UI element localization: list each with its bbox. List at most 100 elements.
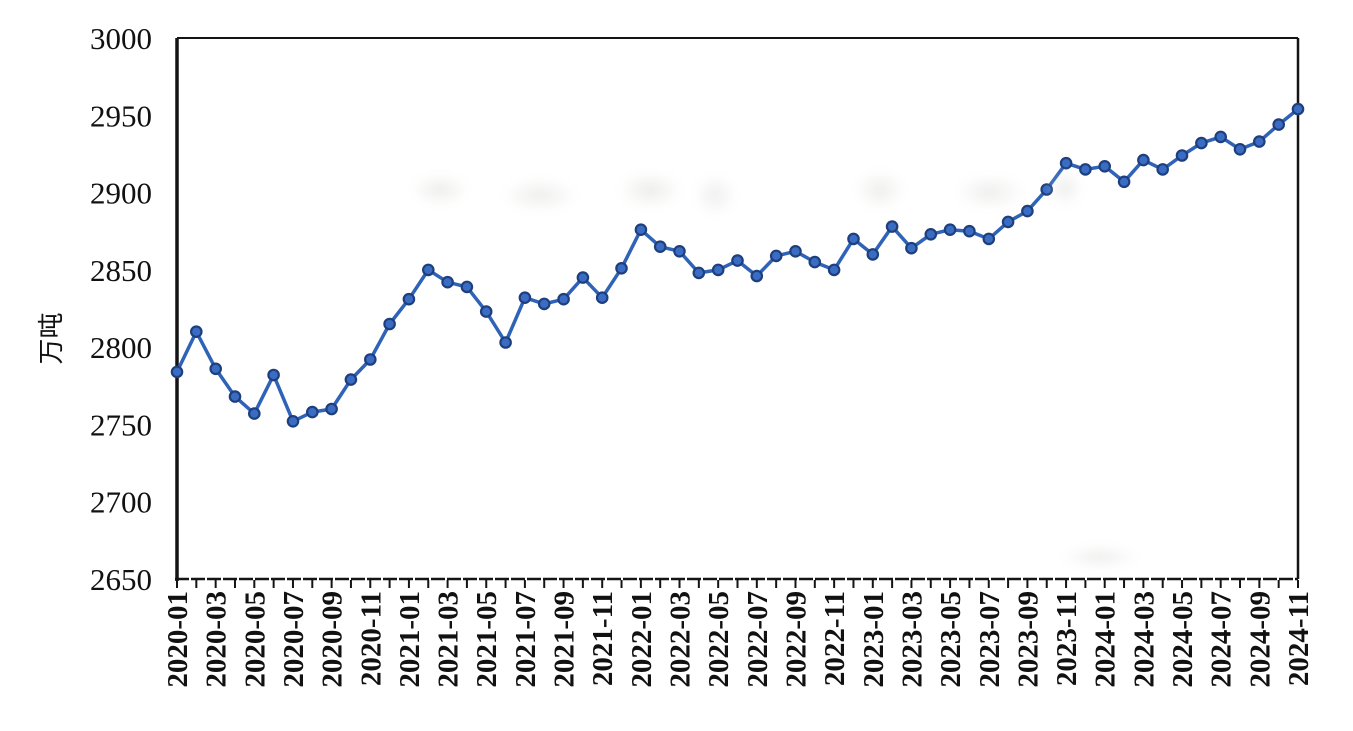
x-tick-label: 2024-11 [1283,591,1315,686]
data-point-marker [847,232,860,246]
data-point-marker [711,263,725,277]
data-point-marker [1098,160,1111,173]
x-tick-label: 2022-09 [780,591,812,688]
data-point-marker [866,248,880,261]
data-point-marker [615,261,628,275]
x-tick-label: 2020-11 [355,591,387,686]
data-point-marker [518,291,532,304]
data-point-marker [209,362,222,376]
data-point-marker [1021,204,1034,218]
x-tick-label: 2021-11 [587,591,619,686]
data-point-marker [1233,143,1247,156]
x-tick-label: 2023-11 [1051,591,1083,686]
data-point-marker [460,280,474,294]
data-point-marker [1137,153,1150,167]
data-point-marker [769,249,783,263]
data-point-marker [885,220,899,233]
x-tick-label: 2022-03 [665,591,697,688]
data-point-marker [634,223,648,236]
x-tick-label: 2024-01 [1090,591,1122,688]
data-point-marker [1291,102,1305,116]
data-point-marker [963,224,976,238]
data-point-marker [557,292,570,306]
data-point-marker [1195,136,1208,150]
data-point-marker [692,266,706,280]
data-point-marker [1040,183,1053,196]
data-point-marker [537,297,551,311]
x-tick-label: 2022-11 [819,591,851,686]
data-point-marker [1156,163,1169,176]
data-point-marker [982,232,996,246]
x-tick-label: 2020-01 [162,591,194,688]
data-point-marker [576,271,590,284]
data-point-marker [808,255,822,269]
data-point-marker [1253,135,1266,148]
x-tick-label: 2020-05 [239,591,271,688]
x-tick-label: 2023-01 [858,591,890,688]
data-point-marker [653,240,667,253]
data-point-marker [905,241,918,255]
x-tick-label: 2023-03 [896,591,928,688]
y-tick-label: 2950 [90,98,152,133]
x-tick-label: 2022-07 [742,591,774,688]
x-tick-label: 2024-05 [1167,591,1199,688]
y-tick-label: 3000 [90,21,152,56]
x-tick-label: 2023-07 [974,591,1006,688]
x-tick-label: 2021-07 [510,591,542,688]
data-point-marker [924,228,938,241]
data-point-marker [344,373,358,386]
x-tick-label: 2020-07 [278,591,310,688]
data-point-marker [750,269,764,283]
x-tick-label: 2021-05 [471,591,503,688]
data-point-marker [1214,130,1227,144]
x-tick-label: 2023-05 [935,591,967,688]
data-point-marker [1059,156,1073,170]
data-point-marker [1175,149,1189,162]
x-tick-label: 2022-01 [626,591,658,688]
data-point-marker [479,305,493,318]
x-tick-label: 2020-09 [317,591,349,688]
data-point-marker [731,254,744,267]
data-point-marker [383,317,396,331]
data-point-marker [286,414,300,428]
data-point-marker [789,245,802,258]
data-point-marker [305,405,319,419]
data-point-marker [1272,118,1285,131]
data-point-marker [1117,175,1131,189]
y-tick-label: 2800 [90,330,152,365]
data-point-marker [248,407,261,420]
y-tick-label: 2700 [90,485,152,520]
y-tick-label: 2900 [90,176,152,211]
x-tick-label: 2020-03 [201,591,233,688]
y-tick-label: 2850 [90,253,152,288]
y-tick-label: 2650 [90,562,152,597]
data-point-marker [325,402,338,416]
data-point-marker [170,365,184,379]
x-tick-label: 2024-03 [1128,591,1160,688]
data-point-marker [421,263,435,277]
data-point-marker [402,292,416,306]
x-tick-label: 2023-09 [1012,591,1044,688]
data-point-marker [827,263,841,277]
y-tick-label: 2750 [90,407,152,442]
x-tick-label: 2021-03 [433,591,465,688]
data-point-marker [673,245,686,258]
data-point-marker [499,336,512,349]
data-point-marker [1001,215,1015,229]
data-point-marker [595,291,609,304]
x-tick-label: 2021-01 [394,591,426,688]
data-point-marker [1079,163,1092,176]
data-point-marker [190,325,203,338]
data-point-marker [363,353,377,366]
x-tick-label: 2024-09 [1244,591,1276,688]
x-tick-label: 2022-05 [703,591,735,688]
x-tick-label: 2024-07 [1206,591,1238,688]
data-point-marker [267,368,280,382]
data-point-marker [228,390,242,403]
y-axis-unit-label: 万吨 [37,312,66,364]
data-point-marker [441,275,454,289]
data-point-marker [943,223,957,236]
x-tick-label: 2021-09 [549,591,581,688]
